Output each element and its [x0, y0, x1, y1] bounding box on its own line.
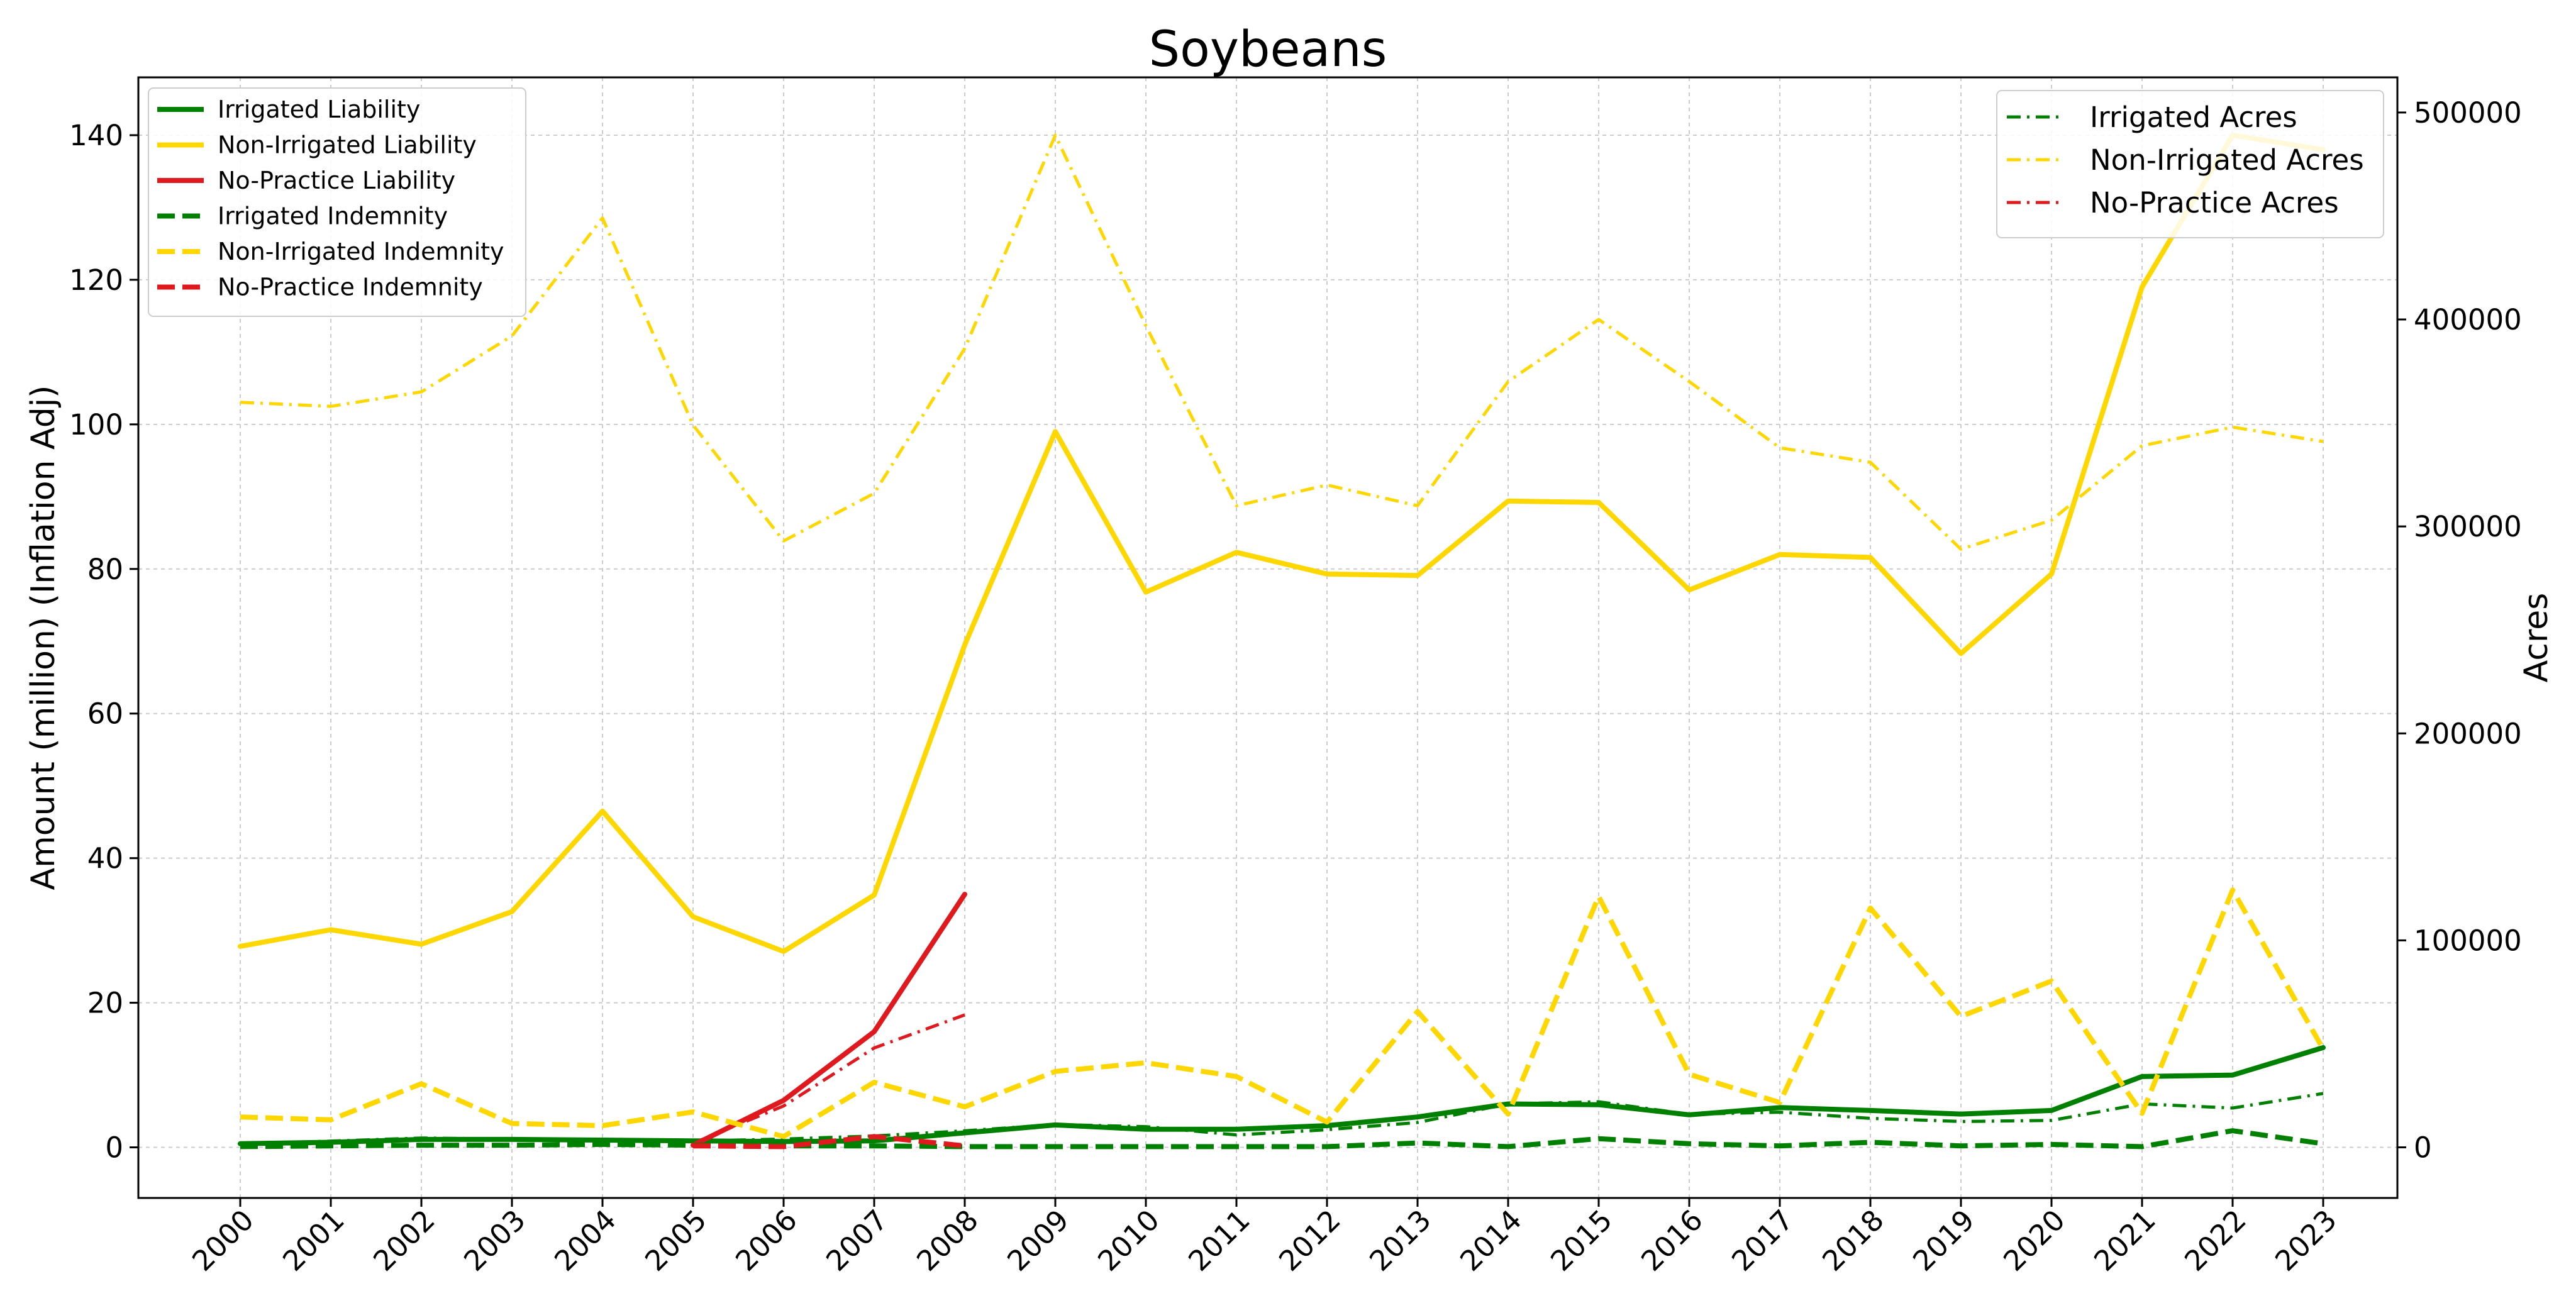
plot-frame [137, 76, 2399, 1199]
legend-label: Irrigated Acres [2090, 101, 2297, 134]
y-tick-label: 120 [69, 263, 123, 297]
series-line-non-irrigated-acres [240, 133, 2324, 551]
legend-left-box [148, 87, 526, 317]
legend-right: Irrigated Acres Non-Irrigated Acres No-Pra… [1996, 90, 2384, 238]
y-axis-label: Amount (million) (Inflation Adj) [25, 385, 62, 890]
y-tick-label: 60 [87, 697, 123, 731]
y-tick-label: 80 [87, 553, 123, 586]
legend-label: Irrigated Indemnity [218, 202, 448, 230]
legend-label: Non-Irrigated Acres [2090, 143, 2364, 177]
legend-label: Non-Irrigated Indemnity [218, 238, 504, 265]
legend-label: No-Practice Liability [218, 167, 455, 194]
y-tick-label: 100 [69, 408, 123, 441]
legend-label: Irrigated Liability [218, 96, 420, 123]
legend-label: No-Practice Acres [2090, 186, 2339, 219]
y2-tick-label: 200000 [2414, 717, 2522, 750]
y2-tick-label: 100000 [2414, 924, 2522, 957]
chart-title: Soybeans [1149, 21, 1387, 78]
y-tick-label: 140 [69, 119, 123, 152]
y2-tick-label: 500000 [2414, 96, 2522, 130]
y2-tick-label: 400000 [2414, 303, 2522, 336]
y2-axis-label: Acres [2518, 593, 2555, 683]
y2-tick-label: 300000 [2414, 510, 2522, 543]
series-line-non-irrigated-liability [238, 133, 2326, 954]
y-tick-label: 20 [87, 987, 123, 1020]
legend-label: Non-Irrigated Liability [218, 131, 477, 159]
series-line-irrigated-indemnity [240, 1128, 2324, 1150]
y-tick-label: 0 [105, 1131, 123, 1165]
series-line-no-practice-indemnity [692, 1134, 965, 1150]
series-line-no-practice-acres [692, 1013, 965, 1145]
legend-right-box [1996, 90, 2384, 238]
legend-label: No-Practice Indemnity [218, 274, 483, 301]
series-line-irrigated-liability [238, 1045, 2326, 1146]
y-tick-label: 40 [87, 842, 123, 875]
series-line-non-irrigated-indemnity [240, 887, 2326, 1139]
series-layer [238, 133, 2326, 1150]
y2-tick-label: 0 [2414, 1131, 2432, 1165]
legend-left: Irrigated Liability Non-Irrigated Liabili… [148, 87, 526, 317]
